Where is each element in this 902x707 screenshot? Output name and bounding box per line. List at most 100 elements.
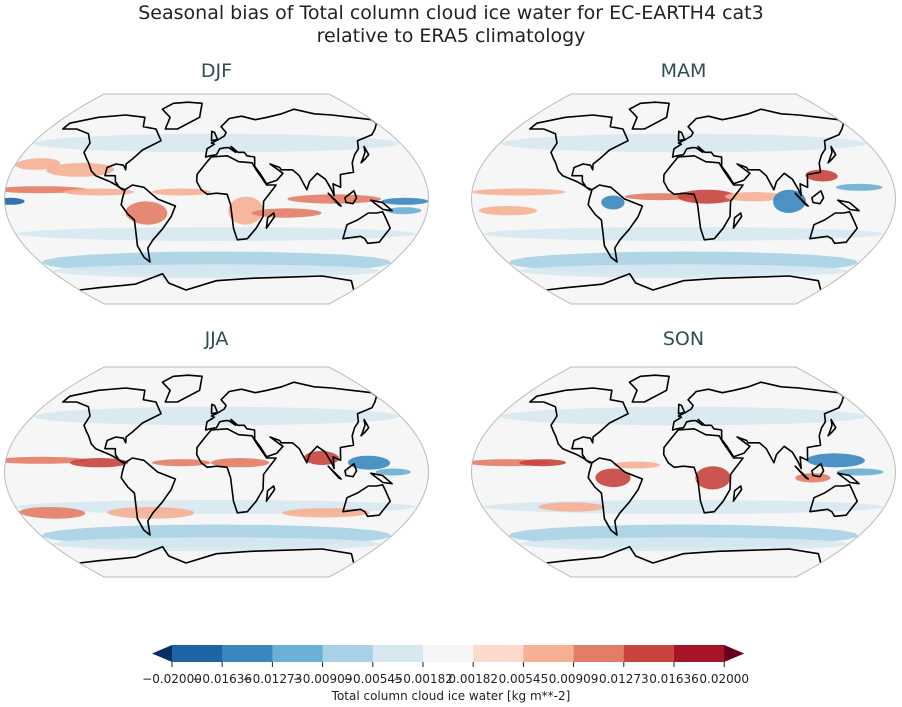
bias-region [518,537,849,552]
bias-region [499,406,868,426]
bias-region [835,183,883,191]
map-panel-jja [3,366,430,578]
colorbar-tick-label: −0.02000 [142,672,202,686]
coastline-gl [161,101,203,130]
colorbar-tick-label: −0.00545 [342,672,403,686]
bias-region [4,186,88,194]
colorbar-tick-label: 0.01273 [598,672,649,686]
coastline-au [342,211,391,245]
map-border [470,93,897,305]
colorbar-bin [473,645,524,662]
coastline-su [794,192,809,207]
colorbar-bin [322,645,374,662]
coastline-sa [587,457,644,536]
bias-region [46,162,115,177]
colorbar-bin [573,645,625,662]
bias-region [19,507,86,519]
colorbar-tick-label: 0.02000 [699,672,749,686]
coastline-eu [204,381,378,470]
colorbar-bin [674,645,725,662]
coastline-uk [210,130,219,142]
colorbar-under-arrow [152,645,172,662]
colorbar-tick-label: −0.01636 [192,672,253,686]
bias-region [152,459,211,467]
coastline-ng [837,199,860,212]
colorbar-tick-label: 0.00545 [498,672,549,686]
coastline-jp [827,145,837,164]
bias-region [724,192,784,202]
coastline-ng [370,199,393,212]
bias-region [386,207,422,215]
coastline-eu [204,108,378,197]
coastline-an [79,545,355,564]
bias-region [15,227,418,241]
colorbar-bin [272,645,324,662]
colorbar-tick-label: 0.01636 [649,672,699,686]
map-panel-son [470,366,897,578]
bias-region [595,468,631,488]
coastline-mg [265,212,276,229]
colorbar [152,645,745,667]
bias-region [51,264,382,279]
bias-region [471,188,566,196]
coastline-uk [210,403,219,415]
coastline-su [794,465,809,480]
coastline-bo [344,463,358,478]
coastline-na [62,114,162,191]
map-panel-djf [3,93,430,305]
coastline-su [327,192,342,207]
figure-title-line1: Seasonal bias of Total column cloud ice … [138,2,764,24]
coastline-ng [370,472,393,485]
bias-region [210,458,270,468]
coastline-jp [827,418,837,437]
bias-region [63,188,135,196]
coastline-sa [120,457,177,536]
coastline-au [342,484,391,518]
bias-region [613,461,660,469]
coastline-eu [671,381,845,470]
bias-region [677,189,737,204]
map-border [3,366,430,578]
coastline-gl [161,374,203,403]
coastline-sa [587,184,644,263]
panel-title-djf: DJF [200,60,233,82]
bias-region [125,201,168,225]
bias-region [519,459,567,467]
coastline-af [662,155,744,241]
colorbar-bin [423,645,474,662]
colorbar-tick-label: 0.00182 [448,672,498,686]
panel-title-mam: MAM [660,60,707,82]
bias-region [69,458,129,468]
coastline-mg [265,485,276,502]
panel-title-jja: JJA [204,328,229,350]
coastline-su [327,465,342,480]
map-panel-mam [470,93,897,305]
bias-region [695,466,731,490]
bias-region [478,206,538,216]
colorbar-bin [623,645,675,662]
bias-region [482,227,885,241]
coastline-na [62,387,162,464]
bias-region [32,133,401,153]
coastline-na [529,387,629,464]
bias-region [518,264,849,279]
bias-region [4,456,88,464]
map-border [3,93,430,305]
colorbar-label: Total column cloud ice water [kg m**-2] [331,689,571,703]
coastline-mg [732,485,743,502]
bias-region [32,406,401,426]
bias-region [107,507,195,519]
coastline-eu [671,108,845,197]
bias-region [381,197,429,205]
coastline-sa [120,184,177,263]
coastline-an [546,272,822,291]
panel-title-son: SON [662,328,705,350]
colorbar-tick-label: −0.00182 [393,672,453,686]
bias-region [151,188,211,196]
colorbar-over-arrow [724,645,745,662]
coastline-an [79,272,355,291]
coastline-jp [360,418,370,437]
bias-region [499,133,868,153]
coastline-au [809,484,858,518]
bias-region [538,502,606,512]
